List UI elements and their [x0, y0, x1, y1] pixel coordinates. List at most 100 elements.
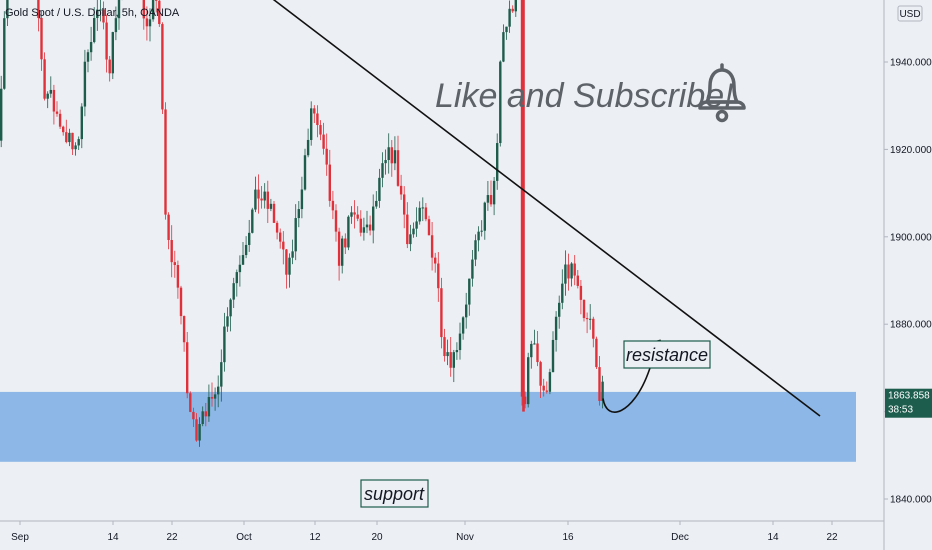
candle-body — [192, 411, 195, 420]
candle-body — [217, 386, 220, 395]
candle-body — [251, 209, 254, 233]
candle-body — [40, 17, 43, 60]
currency-badge[interactable]: USD — [897, 5, 923, 22]
candle-body — [68, 132, 71, 143]
candle-body — [554, 316, 558, 340]
candle-body — [300, 189, 304, 210]
candle-body — [489, 195, 493, 205]
candle-body — [164, 109, 167, 215]
candle-body — [461, 317, 465, 334]
candle-body — [207, 397, 211, 417]
candle-body — [303, 155, 307, 190]
candle-body — [272, 203, 276, 223]
candle-body — [502, 32, 505, 62]
candle-body — [201, 411, 204, 425]
candle-body — [288, 257, 291, 275]
time-tick-label: 20 — [371, 532, 383, 543]
candle-body — [325, 148, 328, 165]
candle-body — [350, 212, 353, 217]
candle-body — [347, 216, 350, 248]
candle-body — [508, 8, 511, 27]
candle-body — [170, 239, 173, 263]
candle-body — [514, 0, 517, 12]
candle-body — [213, 394, 217, 399]
candle-body — [279, 232, 282, 242]
candle-body — [241, 255, 245, 265]
candle-body — [186, 342, 189, 394]
candle-body — [282, 241, 285, 250]
candle-body — [238, 264, 242, 273]
candle-body — [161, 24, 164, 110]
candle-body — [415, 221, 418, 229]
candle-body — [582, 299, 586, 319]
candle-body — [189, 393, 192, 412]
candle-body — [520, 0, 524, 397]
candle-body — [117, 0, 121, 19]
price-axis[interactable] — [885, 0, 932, 550]
candle-body — [148, 19, 152, 27]
candle-body — [269, 203, 273, 209]
candle-body — [155, 0, 158, 1]
candle-body — [542, 385, 545, 391]
candle-body — [167, 214, 170, 240]
candle-body — [37, 0, 40, 18]
candle-body — [46, 93, 49, 99]
bar-countdown: 38:53 — [888, 405, 913, 416]
candle-body — [418, 207, 421, 222]
candle-body — [403, 194, 406, 215]
candle-body — [108, 59, 111, 74]
candle-body — [579, 285, 583, 300]
candle-body — [474, 240, 477, 260]
candle-body — [585, 318, 589, 320]
candle-body — [412, 228, 415, 235]
candle-body — [486, 195, 490, 203]
candle-body — [89, 42, 93, 53]
candle-body — [530, 343, 533, 358]
support-zone[interactable] — [0, 391, 856, 462]
last-price-value: 1863.858 — [888, 391, 930, 402]
candle-body — [6, 0, 9, 19]
time-tick-label: 22 — [826, 532, 838, 543]
candle-body — [430, 235, 434, 258]
candle-body — [480, 230, 483, 232]
price-tick-label: 1940.000 — [890, 58, 932, 69]
candle-body — [558, 302, 561, 317]
candle-body — [226, 316, 229, 327]
resistance-label-text: resistance — [626, 345, 708, 365]
candle-body — [266, 191, 269, 209]
candle-body — [375, 200, 378, 207]
candle-body — [102, 9, 105, 23]
candle-body — [368, 224, 372, 231]
candle-body — [465, 304, 468, 318]
time-tick-label: Sep — [11, 532, 29, 543]
support-label[interactable]: support — [360, 479, 429, 508]
candle-body — [55, 111, 59, 114]
resistance-label[interactable]: resistance — [623, 340, 711, 369]
bell-icon — [698, 63, 746, 123]
candle-body — [409, 234, 412, 245]
projection-arrow[interactable] — [602, 340, 661, 413]
time-tick-label: 14 — [767, 532, 779, 543]
candle-body — [179, 287, 183, 317]
candle-body — [356, 214, 359, 219]
candle-body — [446, 352, 449, 357]
candle-body — [440, 288, 443, 338]
candle-body — [204, 411, 207, 417]
candle-body — [285, 249, 288, 275]
resistance-trendline[interactable] — [0, 0, 821, 417]
candle-body — [297, 209, 300, 219]
candle-body — [52, 89, 56, 112]
candle-body — [322, 134, 325, 149]
time-tick-label: 16 — [562, 532, 574, 543]
candle-body — [142, 0, 145, 19]
candle-body — [58, 113, 62, 127]
candle-body — [331, 200, 335, 211]
candle-body — [561, 283, 564, 303]
candle-body — [235, 272, 238, 284]
candle-body — [443, 337, 446, 357]
candle-body — [86, 52, 90, 62]
candle-body — [275, 222, 279, 233]
candle-body — [334, 210, 338, 232]
